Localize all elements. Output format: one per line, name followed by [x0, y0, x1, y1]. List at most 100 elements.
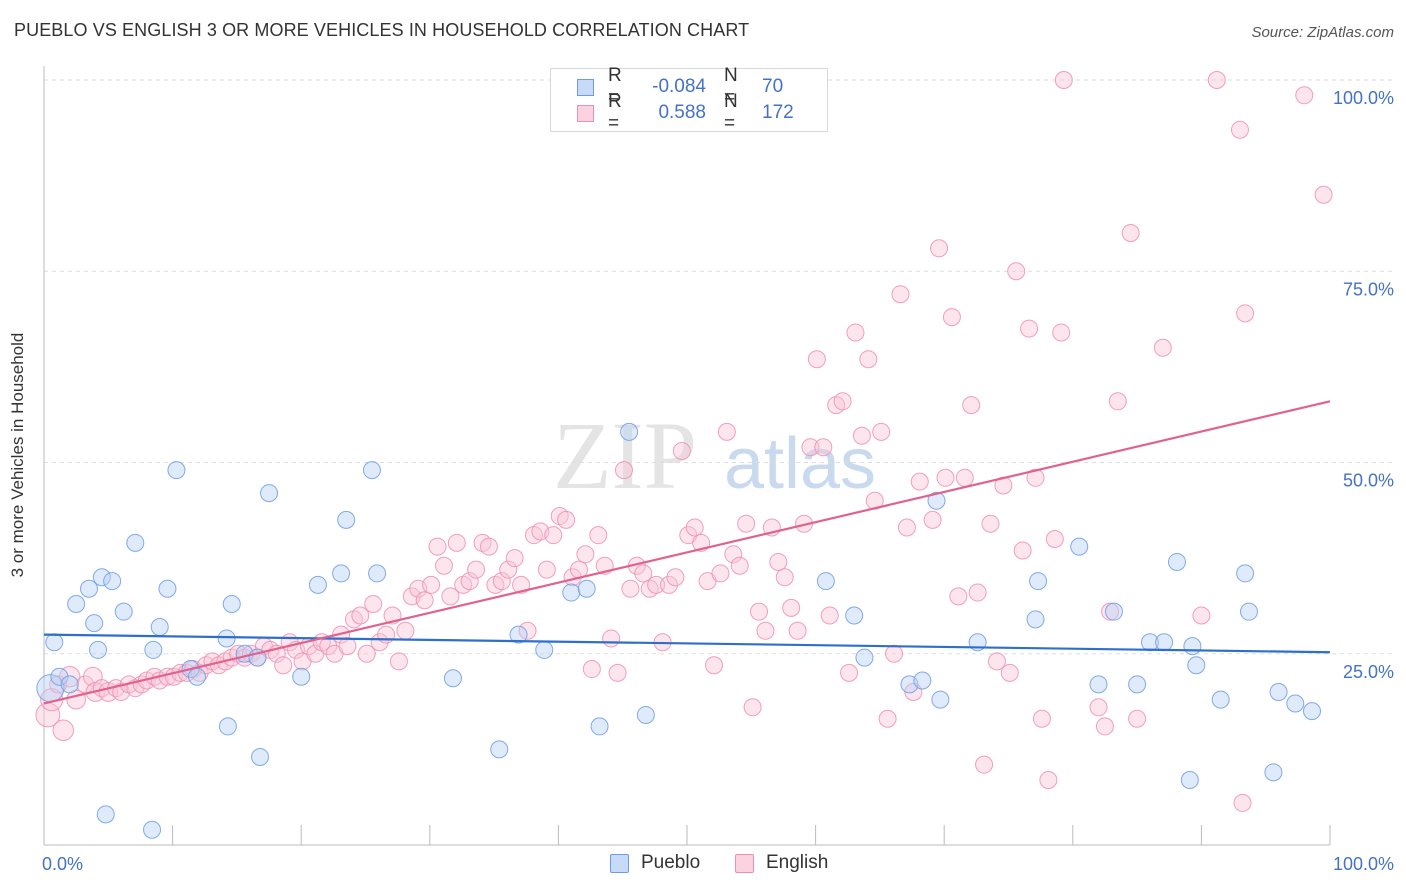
pueblo-point	[927, 491, 946, 510]
english-point	[434, 556, 453, 575]
english-point	[357, 644, 376, 663]
english-point	[685, 518, 704, 537]
english-point	[589, 526, 608, 545]
pueblo-point	[620, 422, 639, 441]
pueblo-point	[143, 820, 162, 839]
pueblo-point	[490, 740, 509, 759]
english-point	[891, 285, 910, 304]
pueblo-point	[1089, 675, 1108, 694]
pueblo-point	[443, 669, 462, 688]
english-point	[1295, 86, 1314, 105]
pueblo-point	[1180, 770, 1199, 789]
english-point	[717, 422, 736, 441]
english-point	[930, 239, 949, 258]
english-point	[428, 537, 447, 556]
english-point	[756, 621, 775, 640]
pueblo-point	[1269, 683, 1288, 701]
english-point	[859, 350, 878, 369]
pueblo-point	[1187, 656, 1206, 675]
english-point	[544, 526, 563, 545]
pueblo-point	[217, 629, 236, 648]
legend-r-label: R =	[608, 91, 622, 134]
legend-item-english[interactable]: English	[735, 852, 828, 874]
english-point	[962, 396, 981, 415]
english-point	[705, 656, 724, 675]
english-point	[582, 660, 601, 679]
english-point	[1032, 709, 1051, 728]
english-point	[730, 556, 749, 575]
tick-labels: 25.0% 50.0% 75.0% 100.0% 0.0% 100.0%	[42, 88, 1394, 874]
english-point	[743, 698, 762, 717]
pueblo-point	[85, 614, 104, 633]
english-point	[782, 598, 801, 617]
pueblo-point	[222, 595, 241, 614]
english-point	[52, 719, 74, 741]
english-point	[351, 606, 370, 625]
english-point	[1128, 709, 1147, 728]
pueblo-point	[1070, 537, 1089, 556]
english-point	[724, 545, 743, 564]
series-legend: Pueblo English	[0, 852, 1406, 878]
english-point	[1108, 392, 1127, 411]
english-point	[852, 426, 871, 445]
chart-title: PUEBLO VS ENGLISH 3 OR MORE VEHICLES IN …	[14, 20, 750, 40]
english-point	[949, 587, 968, 606]
legend-item-pueblo[interactable]: Pueblo	[610, 852, 700, 874]
pueblo-point	[80, 579, 99, 598]
english-point	[59, 666, 81, 688]
english-point	[1192, 606, 1211, 625]
english-point	[518, 621, 537, 640]
pueblo-point	[150, 617, 169, 636]
legend-r-value: -0.084	[652, 76, 706, 97]
english-point	[659, 575, 678, 594]
legend-r-label: R =	[608, 65, 622, 108]
pueblo-point	[308, 575, 327, 594]
pueblo-point	[1104, 602, 1123, 621]
english-point	[1013, 541, 1032, 560]
pueblo-point	[126, 533, 145, 552]
pueblo-point	[1026, 610, 1045, 629]
english-point	[396, 621, 415, 640]
english-point	[923, 510, 942, 529]
watermark-atlas: atlas	[724, 424, 876, 504]
english-point	[801, 438, 820, 457]
english-point	[492, 572, 511, 591]
pueblo-point	[67, 595, 86, 614]
english-point	[112, 683, 131, 701]
pueblo-point	[1029, 572, 1048, 591]
english-point	[634, 564, 653, 583]
legend-r-value: 0.588	[658, 102, 706, 123]
english-point	[872, 422, 891, 441]
pueblo-point	[251, 748, 270, 767]
pueblo-point	[1286, 694, 1305, 713]
english-point	[885, 644, 904, 663]
pueblo-point	[89, 640, 108, 659]
english-point	[364, 595, 383, 614]
pueblo-point	[845, 606, 864, 625]
english-point	[833, 392, 852, 411]
english-point	[1054, 71, 1073, 89]
english-point	[1000, 663, 1019, 682]
pueblo-point	[855, 648, 874, 667]
english-point	[1045, 530, 1064, 548]
pueblo-point	[45, 633, 64, 652]
english-point	[788, 621, 807, 640]
pueblo-point	[1211, 690, 1230, 709]
pueblo-point	[1128, 675, 1147, 694]
pueblo-point	[636, 705, 655, 724]
legend-n-label: N =	[724, 65, 738, 108]
pueblo-point	[1236, 564, 1255, 583]
english-point	[1052, 323, 1071, 342]
pueblo-point	[590, 717, 609, 736]
pueblo-point	[218, 717, 237, 736]
english-point	[415, 591, 434, 610]
pueblo-point	[332, 564, 351, 583]
english-point	[557, 510, 576, 529]
english-point	[505, 549, 524, 568]
legend-n-label: N =	[724, 91, 738, 134]
english-point	[840, 663, 859, 682]
legend-n-value: 172	[762, 102, 794, 123]
pueblo-point	[167, 461, 186, 480]
english-point	[1089, 698, 1108, 717]
english-point	[711, 564, 730, 583]
